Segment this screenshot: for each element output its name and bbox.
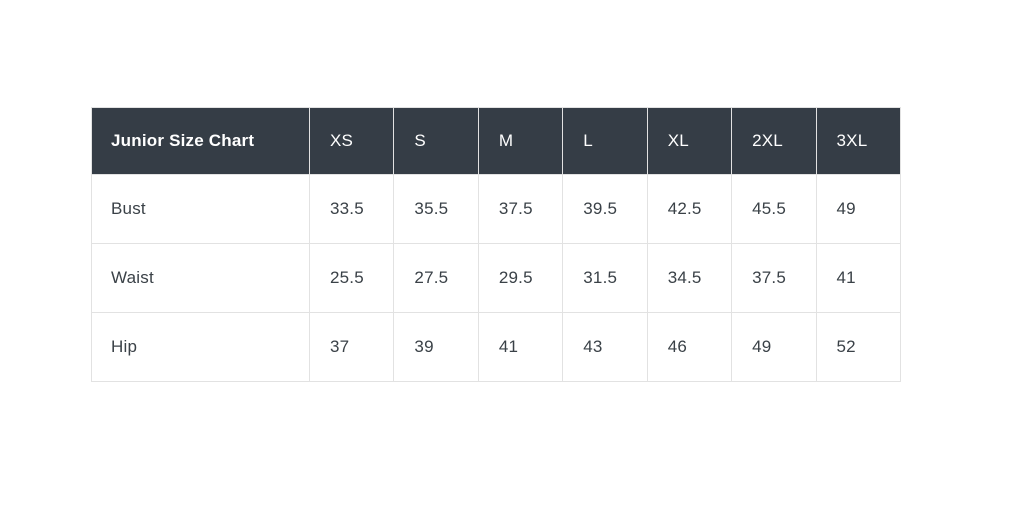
data-cell-bust-3xl: 49 — [815, 174, 902, 244]
data-cell-hip-3xl: 52 — [815, 312, 902, 382]
column-header-3xl: 3XL — [815, 107, 902, 175]
data-cell-waist-2xl: 37.5 — [731, 243, 817, 313]
column-header-s: S — [393, 107, 479, 175]
data-cell-hip-l: 43 — [562, 312, 648, 382]
table-title: Junior Size Chart — [91, 107, 310, 175]
table-row-waist: Waist 25.5 27.5 29.5 31.5 34.5 37.5 41 — [91, 243, 902, 313]
data-cell-bust-xl: 42.5 — [646, 174, 733, 244]
table-row-hip: Hip 37 39 41 43 46 49 52 — [91, 312, 902, 382]
table-row-bust: Bust 33.5 35.5 37.5 39.5 42.5 45.5 49 — [91, 174, 902, 244]
data-cell-bust-l: 39.5 — [562, 174, 648, 244]
data-cell-waist-xl: 34.5 — [646, 243, 733, 313]
column-header-m: M — [477, 107, 564, 175]
column-header-2xl: 2XL — [731, 107, 817, 175]
data-cell-waist-s: 27.5 — [393, 243, 479, 313]
table-header-row: Junior Size Chart XS S M L XL 2XL 3XL — [91, 107, 902, 175]
column-header-l: L — [562, 107, 648, 175]
row-label-waist: Waist — [91, 243, 310, 313]
data-cell-bust-s: 35.5 — [393, 174, 479, 244]
column-header-xs: XS — [308, 107, 395, 175]
row-label-bust: Bust — [91, 174, 310, 244]
data-cell-hip-2xl: 49 — [731, 312, 817, 382]
data-cell-waist-m: 29.5 — [477, 243, 564, 313]
data-cell-waist-xs: 25.5 — [308, 243, 395, 313]
row-label-hip: Hip — [91, 312, 310, 382]
data-cell-waist-l: 31.5 — [562, 243, 648, 313]
data-cell-bust-m: 37.5 — [477, 174, 564, 244]
data-cell-hip-s: 39 — [393, 312, 479, 382]
data-cell-bust-xs: 33.5 — [308, 174, 395, 244]
data-cell-bust-2xl: 45.5 — [731, 174, 817, 244]
column-header-xl: XL — [646, 107, 733, 175]
data-cell-hip-xs: 37 — [308, 312, 395, 382]
data-cell-hip-xl: 46 — [646, 312, 733, 382]
size-chart-table: Junior Size Chart XS S M L XL 2XL 3XL Bu… — [91, 107, 902, 382]
data-cell-hip-m: 41 — [477, 312, 564, 382]
data-cell-waist-3xl: 41 — [815, 243, 902, 313]
